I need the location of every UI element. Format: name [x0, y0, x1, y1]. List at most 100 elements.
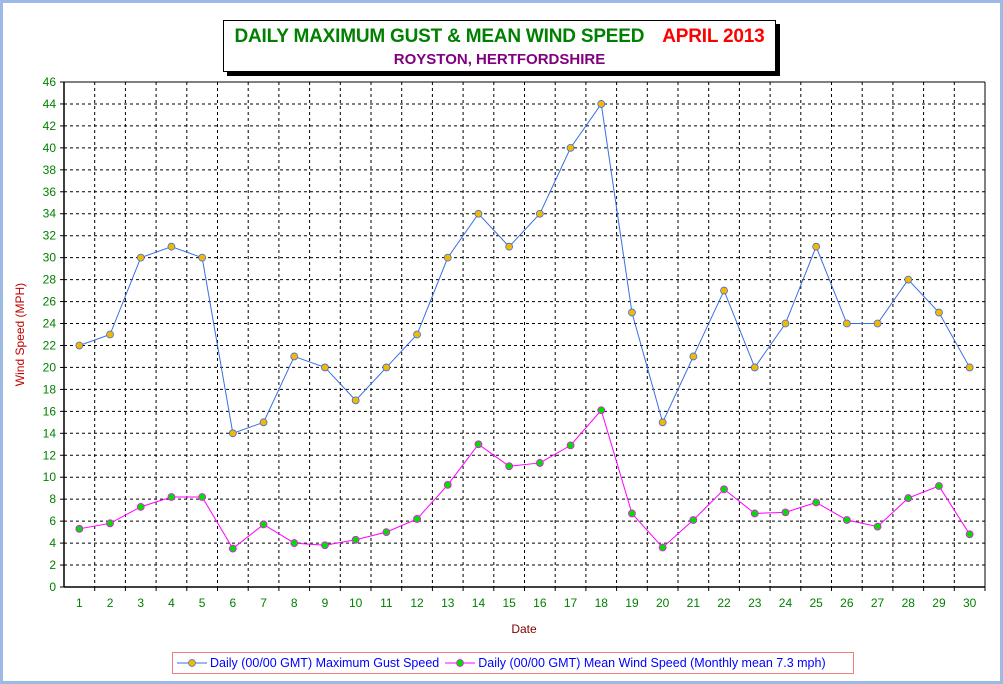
x-tick-label: 3: [137, 596, 144, 610]
y-tick-label: 44: [43, 97, 57, 111]
data-point-gust: [781, 319, 790, 328]
data-point-gust: [628, 308, 636, 317]
y-tick-label: 10: [43, 470, 57, 484]
x-tick-label: 29: [932, 596, 946, 610]
data-point-mean: [842, 516, 851, 524]
data-point-gust: [136, 253, 145, 262]
data-point-mean: [228, 544, 237, 553]
data-point-mean: [628, 509, 636, 518]
data-point-gust: [689, 352, 698, 361]
y-tick-label: 0: [49, 580, 56, 594]
data-point-gust: [75, 341, 84, 350]
data-point-gust: [167, 242, 176, 251]
x-tick-label: 10: [349, 596, 363, 610]
x-tick-label: 23: [748, 596, 762, 610]
data-point-mean: [781, 508, 790, 517]
data-point-gust: [935, 308, 943, 317]
y-tick-label: 4: [49, 536, 56, 550]
data-point-mean: [413, 515, 421, 523]
x-tick-label: 4: [168, 596, 175, 610]
y-tick-label: 12: [43, 448, 57, 462]
y-tick-label: 40: [43, 141, 57, 155]
x-tick-label: 14: [472, 596, 486, 610]
legend-item-gust: Daily (00/00 GMT) Maximum Gust Speed: [177, 656, 439, 670]
data-point-mean: [812, 498, 821, 507]
x-tick-label: 20: [656, 596, 670, 610]
x-axis-label: Date: [511, 622, 537, 636]
series-line-mean: [79, 409, 971, 550]
legend: Daily (00/00 GMT) Maximum Gust Speed Dai…: [172, 652, 854, 674]
data-point-mean: [443, 481, 452, 489]
x-tick-label: 28: [902, 596, 916, 610]
data-point-gust: [597, 100, 606, 108]
data-point-mean: [750, 509, 759, 518]
data-point-mean: [904, 494, 913, 502]
x-tick-label: 5: [199, 596, 206, 610]
data-point-gust: [259, 418, 268, 427]
data-point-gust: [321, 363, 329, 372]
data-point-mean: [474, 440, 483, 449]
x-tick-label: 2: [107, 596, 114, 610]
data-point-gust: [750, 363, 759, 372]
legend-label-gust: Daily (00/00 GMT) Maximum Gust Speed: [210, 656, 440, 670]
data-point-gust: [351, 396, 360, 405]
y-tick-label: 30: [43, 251, 57, 265]
x-tick-label: 24: [779, 596, 793, 610]
x-tick-label: 18: [595, 596, 609, 610]
x-tick-label: 16: [533, 596, 547, 610]
data-point-mean: [658, 543, 667, 552]
data-point-mean: [198, 493, 207, 501]
data-point-gust: [474, 209, 483, 218]
data-point-mean: [167, 493, 176, 501]
x-tick-label: 1: [76, 596, 83, 610]
data-point-gust: [535, 209, 544, 218]
data-point-gust: [720, 286, 728, 295]
data-point-gust: [658, 418, 667, 427]
y-tick-label: 8: [49, 492, 56, 506]
data-point-gust: [228, 429, 237, 438]
y-tick-label: 6: [49, 514, 56, 528]
data-point-gust: [812, 242, 821, 251]
data-point-mean: [965, 530, 974, 539]
data-point-mean: [689, 516, 698, 524]
data-point-mean: [351, 535, 360, 544]
y-tick-label: 22: [43, 338, 57, 352]
y-tick-label: 34: [43, 207, 57, 221]
data-point-gust: [382, 363, 391, 372]
series-line-gust: [79, 102, 971, 434]
x-tick-label: 6: [230, 596, 237, 610]
x-tick-label: 12: [410, 596, 424, 610]
data-point-gust: [290, 352, 299, 361]
y-tick-label: 36: [43, 185, 57, 199]
data-point-mean: [321, 541, 329, 550]
y-tick-label: 24: [43, 317, 57, 331]
data-point-mean: [290, 539, 299, 547]
data-point-mean: [75, 524, 84, 533]
y-tick-label: 18: [43, 382, 57, 396]
data-point-gust: [106, 330, 114, 339]
data-point-gust: [566, 143, 575, 152]
data-point-gust: [198, 253, 207, 262]
y-tick-label: 14: [43, 426, 57, 440]
mean-legend-marker-icon: [445, 659, 476, 667]
data-point-gust: [904, 275, 913, 284]
data-point-mean: [873, 522, 882, 531]
x-tick-label: 7: [260, 596, 267, 610]
data-point-mean: [935, 482, 943, 490]
chart-title-box: DAILY MAXIMUM GUST & MEAN WIND SPEED APRI…: [223, 20, 776, 72]
data-point-gust: [413, 330, 421, 339]
x-tick-label: 11: [380, 596, 393, 610]
x-tick-label: 8: [291, 596, 298, 610]
y-tick-label: 42: [43, 119, 57, 133]
y-tick-label: 38: [43, 163, 57, 177]
x-tick-label: 22: [717, 596, 731, 610]
data-point-mean: [720, 485, 728, 494]
x-tick-label: 13: [441, 596, 455, 610]
y-tick-label: 32: [43, 229, 57, 243]
chart-title: DAILY MAXIMUM GUST & MEAN WIND SPEED: [234, 26, 645, 47]
y-tick-label: 16: [43, 404, 57, 418]
y-tick-label: 2: [49, 558, 56, 572]
gust-legend-marker-icon: [177, 659, 207, 667]
